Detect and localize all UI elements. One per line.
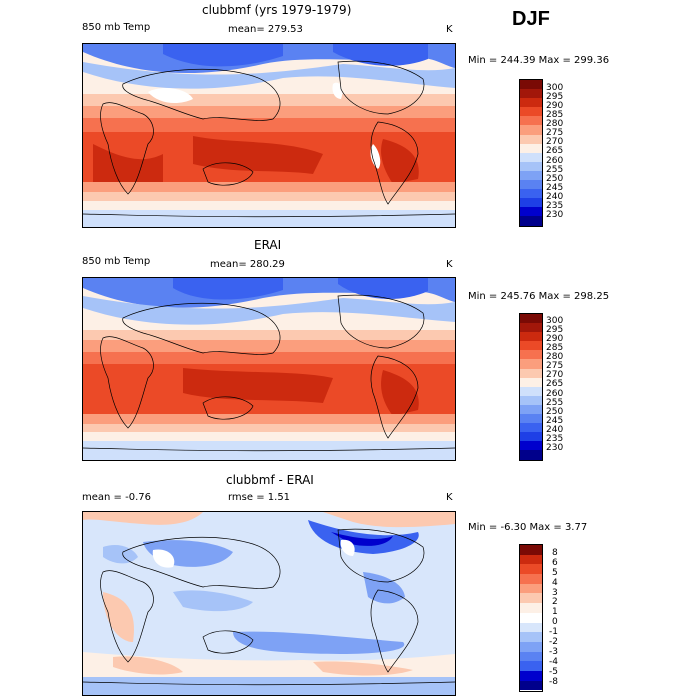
panel2-range-text: Min = 245.76 Max = 298.25 bbox=[468, 291, 610, 302]
cbar1-tick: 235 bbox=[546, 201, 564, 211]
panel3-map bbox=[82, 511, 456, 696]
cbar1-tick: 295 bbox=[546, 92, 564, 102]
cbar2-tick: 250 bbox=[546, 407, 564, 417]
cbar1-tick: 245 bbox=[546, 183, 564, 193]
cbar3-tick: -5 bbox=[549, 667, 558, 677]
cbar2-tick: 300 bbox=[546, 316, 564, 326]
cbar3-tick: -8 bbox=[549, 677, 558, 687]
cbar2-tick: 230 bbox=[546, 443, 564, 453]
cbar2-tick: 275 bbox=[546, 361, 564, 371]
cbar3-tick: 4 bbox=[552, 578, 558, 588]
panel2-mean-label: mean= 280.29 bbox=[210, 259, 285, 270]
cbar1-tick: 250 bbox=[546, 174, 564, 184]
cbar2-tick: 280 bbox=[546, 352, 564, 362]
cbar2-tick: 285 bbox=[546, 343, 564, 353]
cbar3-tick: 5 bbox=[552, 568, 558, 578]
cbar1-tick: 300 bbox=[546, 83, 564, 93]
cbar1-tick: 275 bbox=[546, 128, 564, 138]
panel2-title: ERAI bbox=[254, 238, 282, 252]
panel1-mean-label: mean= 279.53 bbox=[228, 24, 303, 35]
cbar3-tick: 0 bbox=[552, 617, 558, 627]
panel1-colorbar bbox=[519, 79, 543, 227]
panel1-range-text: Min = 244.39 Max = 299.36 bbox=[468, 55, 610, 66]
cbar3-tick: -3 bbox=[549, 647, 558, 657]
cbar2-tick: 235 bbox=[546, 434, 564, 444]
panel2-map-field bbox=[83, 278, 455, 460]
cbar2-tick: 255 bbox=[546, 398, 564, 408]
panel1-unit-label: K bbox=[446, 24, 453, 35]
cbar1-tick: 290 bbox=[546, 101, 564, 111]
cbar1-tick: 270 bbox=[546, 137, 564, 147]
cbar2-tick: 265 bbox=[546, 379, 564, 389]
cbar1-tick: 260 bbox=[546, 156, 564, 166]
cbar2-tick: 295 bbox=[546, 325, 564, 335]
panel3-map-field bbox=[83, 512, 455, 695]
season-label: DJF bbox=[512, 8, 550, 30]
cbar2-tick: 290 bbox=[546, 334, 564, 344]
cbar3-tick: 6 bbox=[552, 558, 558, 568]
cbar2-tick: 270 bbox=[546, 370, 564, 380]
panel1-title: clubbmf (yrs 1979-1979) bbox=[202, 3, 352, 17]
cbar1-tick: 240 bbox=[546, 192, 564, 202]
cbar3-tick: 3 bbox=[552, 588, 558, 598]
cbar3-tick: -1 bbox=[549, 627, 558, 637]
panel3-colorbar bbox=[519, 544, 543, 692]
panel3-range-text: Min = -6.30 Max = 3.77 bbox=[468, 522, 588, 533]
panel3-rmse-label: rmse = 1.51 bbox=[228, 492, 291, 503]
panel2-colorbar bbox=[519, 313, 543, 461]
panel1-map-field bbox=[83, 44, 455, 227]
panel2-variable-label: 850 mb Temp bbox=[82, 256, 151, 267]
cbar3-tick: -4 bbox=[549, 657, 558, 667]
cbar1-tick: 230 bbox=[546, 210, 564, 220]
panel1-variable-label: 850 mb Temp bbox=[82, 22, 151, 33]
cbar2-tick: 260 bbox=[546, 389, 564, 399]
panel1-map bbox=[82, 43, 456, 228]
panel2-map bbox=[82, 277, 456, 461]
cbar2-tick: 245 bbox=[546, 416, 564, 426]
panel3-unit-label: K bbox=[446, 492, 453, 503]
cbar1-tick: 280 bbox=[546, 119, 564, 129]
cbar1-tick: 255 bbox=[546, 165, 564, 175]
cbar3-tick: 8 bbox=[552, 548, 558, 558]
panel3-title: clubbmf - ERAI bbox=[226, 473, 314, 487]
cbar2-tick: 240 bbox=[546, 425, 564, 435]
cbar1-tick: 285 bbox=[546, 110, 564, 120]
cbar3-tick: 2 bbox=[552, 597, 558, 607]
cbar3-tick: 1 bbox=[552, 607, 558, 617]
cbar3-tick: -2 bbox=[549, 637, 558, 647]
panel3-mean-label: mean = -0.76 bbox=[82, 492, 151, 503]
panel2-unit-label: K bbox=[446, 259, 453, 270]
cbar1-tick: 265 bbox=[546, 146, 564, 156]
